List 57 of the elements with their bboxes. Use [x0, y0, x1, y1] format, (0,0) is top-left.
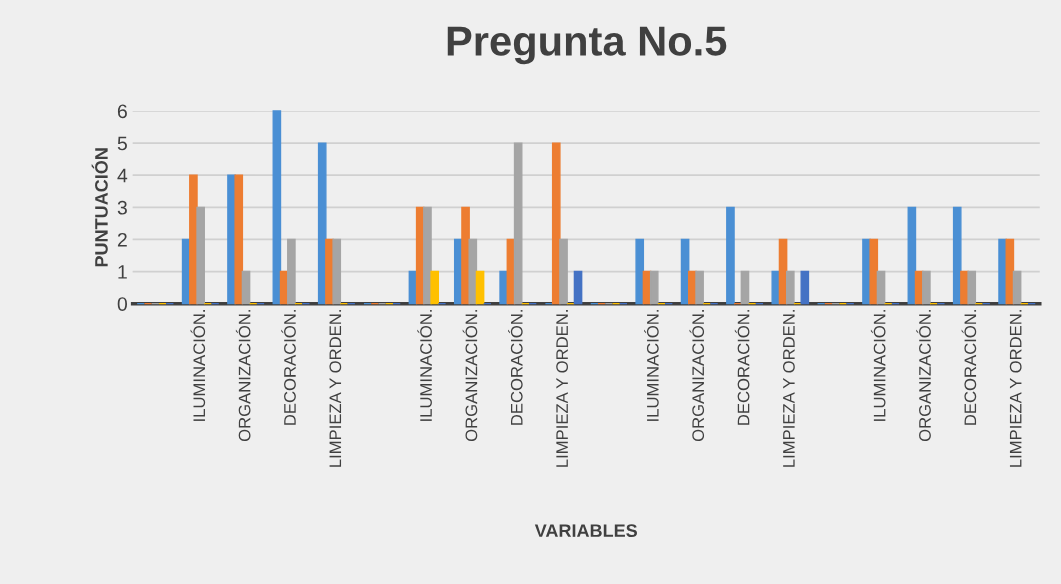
bar [876, 270, 886, 305]
x-tick-label: ORGANIZACIÓN. [235, 310, 251, 442]
bar [551, 142, 561, 305]
x-tick-label: DECORACIÓN. [734, 310, 750, 425]
bar [967, 270, 977, 305]
bar [740, 270, 750, 305]
bar [430, 270, 440, 305]
x-tick-label: ORGANIZACIÓN. [689, 310, 705, 442]
x-tick-label: ILUMINACIÓN. [417, 310, 432, 421]
bar [234, 174, 244, 305]
chart-title: Pregunta No.5 [447, 26, 727, 65]
bar [771, 270, 781, 305]
bar [998, 238, 1007, 305]
bar [499, 270, 508, 305]
bar [332, 238, 342, 305]
x-tick-label: LIMPIEZA Y ORDEN. [329, 310, 342, 467]
bar [785, 270, 795, 305]
bar [695, 270, 704, 305]
x-tick-label: ILUMINACIÓN. [644, 310, 659, 421]
bar [800, 270, 810, 305]
y-tick-label: 3 [117, 200, 127, 215]
bar [241, 270, 251, 305]
bar [317, 142, 327, 305]
x-axis-title: VARIABLES [534, 524, 637, 537]
y-axis-title: PUNTUACIÓN [91, 148, 108, 267]
bar [922, 270, 931, 305]
bar [423, 206, 432, 305]
x-tick-label: ORGANIZACIÓN. [916, 310, 931, 442]
bar [726, 206, 735, 305]
x-tick-label: ORGANIZACIÓN. [462, 310, 478, 442]
x-tick-label: DECORACIÓN. [508, 310, 523, 425]
bar [952, 206, 962, 305]
bar [513, 142, 523, 305]
y-tick-label: 0 [117, 297, 127, 311]
bar [287, 238, 296, 305]
bar [196, 206, 205, 305]
bar [635, 238, 645, 305]
y-tick-label: 4 [117, 168, 128, 183]
bar [272, 110, 282, 305]
bar [649, 270, 659, 305]
y-tick-label: 2 [117, 232, 127, 247]
x-tick-label: DECORACIÓN. [961, 310, 977, 425]
x-tick-label: LIMPIEZA Y ORDEN. [556, 310, 568, 467]
y-tick-label: 5 [117, 136, 127, 151]
y-tick-label: 1 [118, 265, 127, 279]
x-tick-label: ILUMINACIÓN. [190, 310, 206, 421]
bar [468, 238, 478, 305]
bar [559, 238, 568, 305]
x-tick-label: ILUMINACIÓN. [870, 310, 886, 421]
bar [475, 270, 485, 305]
bar [1012, 270, 1022, 305]
bar [869, 238, 879, 305]
y-tick-label: 6 [117, 104, 127, 119]
x-tick-label: LIMPIEZA Y ORDEN. [1009, 310, 1022, 467]
x-tick-label: LIMPIEZA Y ORDEN. [782, 310, 795, 467]
x-tick-label: DECORACIÓN. [281, 310, 296, 425]
bar [573, 270, 583, 305]
